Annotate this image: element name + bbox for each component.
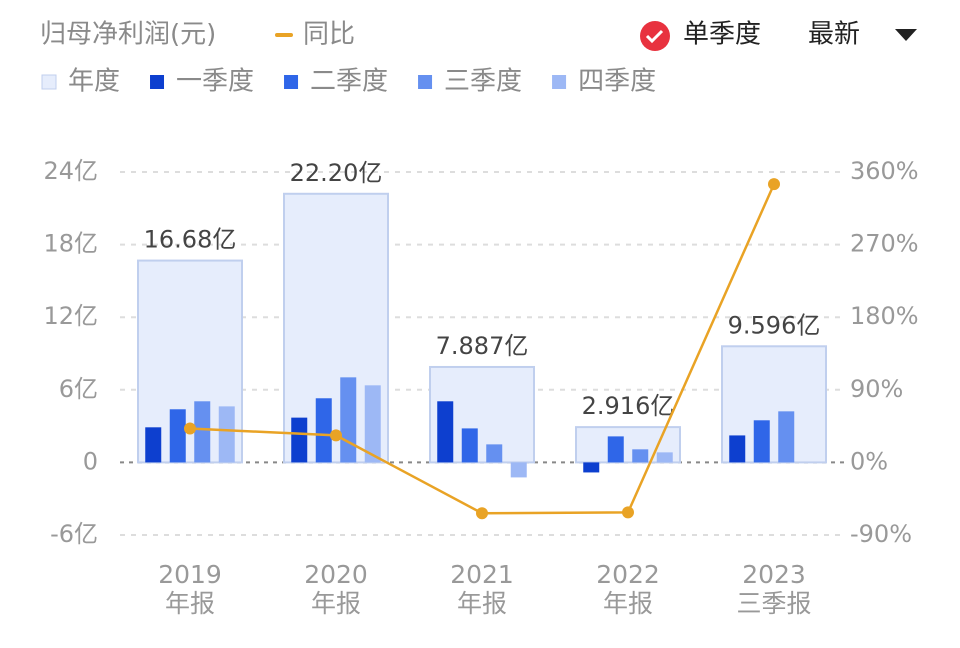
legend-label: 三季度 bbox=[444, 67, 522, 97]
y-tick-label: 12亿 bbox=[43, 302, 98, 330]
y2-tick-label: 0% bbox=[850, 447, 888, 475]
x-tick-label: 年报 bbox=[165, 589, 215, 618]
quarter-bar bbox=[656, 452, 673, 463]
y2-tick-label: 360% bbox=[850, 157, 919, 185]
legend-label: 一季度 bbox=[176, 67, 254, 97]
y-tick-label: 0 bbox=[83, 447, 98, 475]
quarter-bar bbox=[218, 406, 235, 463]
legend-marker bbox=[284, 75, 299, 89]
check-mark bbox=[645, 29, 664, 44]
quarter-bar bbox=[510, 462, 527, 478]
value-label: 7.887亿 bbox=[436, 332, 529, 360]
x-tick-label: 2023 bbox=[742, 560, 806, 589]
value-label: 22.20亿 bbox=[290, 159, 383, 187]
quarter-bar bbox=[607, 436, 624, 463]
y-tick-label: 18亿 bbox=[43, 230, 98, 258]
quarter-bar bbox=[583, 462, 600, 473]
dropdown-label: 最新 bbox=[808, 20, 860, 50]
checkbox[interactable]: 单季度 bbox=[640, 20, 761, 52]
x-tick-label: 三季报 bbox=[736, 589, 811, 618]
legend-marker bbox=[418, 75, 433, 89]
quarter-bar bbox=[486, 444, 503, 463]
y-tick-label: -6亿 bbox=[50, 520, 98, 548]
legend-marker bbox=[150, 75, 165, 89]
x-tick-label: 2021 bbox=[450, 560, 514, 589]
value-label: 2.916亿 bbox=[582, 392, 675, 420]
quarter-bar bbox=[729, 435, 746, 463]
y2-tick-label: -90% bbox=[850, 520, 912, 548]
quarter-bar bbox=[632, 449, 649, 463]
quarter-bar bbox=[169, 409, 186, 463]
legend-marker bbox=[41, 74, 57, 90]
y-tick-label: 6亿 bbox=[59, 375, 98, 403]
dropdown-arrow bbox=[895, 29, 917, 41]
yoy-point bbox=[622, 506, 634, 519]
legend-label: 年度 bbox=[68, 67, 120, 97]
yoy-point bbox=[184, 422, 196, 435]
x-tick-label: 年报 bbox=[457, 589, 507, 618]
quarter-bar bbox=[291, 417, 308, 463]
y2-tick-label: 90% bbox=[850, 375, 903, 403]
legend-label: 四季度 bbox=[578, 67, 656, 97]
y2-tick-label: 180% bbox=[850, 302, 919, 330]
chart-title: 归母净利润(元) bbox=[40, 20, 216, 50]
quarter-bar bbox=[145, 427, 162, 463]
value-label: 16.68亿 bbox=[144, 226, 237, 254]
legend-label: 二季度 bbox=[310, 67, 388, 97]
quarter-bar bbox=[753, 420, 770, 463]
checkbox-label: 单季度 bbox=[683, 20, 761, 50]
legend-label: 同比 bbox=[303, 20, 355, 50]
value-label: 9.596亿 bbox=[728, 311, 821, 339]
yoy-point bbox=[330, 429, 342, 442]
quarter-bar bbox=[461, 428, 478, 463]
x-tick-label: 年报 bbox=[603, 589, 653, 618]
dropdown[interactable]: 最新 bbox=[808, 20, 917, 50]
quarter-bar bbox=[315, 398, 332, 463]
quarter-bar bbox=[340, 377, 357, 463]
quarter-bar bbox=[194, 401, 211, 463]
y-tick-label: 24亿 bbox=[43, 157, 98, 185]
y2-tick-label: 270% bbox=[850, 230, 919, 258]
yoy-point bbox=[768, 178, 780, 191]
quarter-bar bbox=[778, 411, 795, 463]
quarter-bar bbox=[364, 385, 381, 463]
x-tick-label: 2022 bbox=[596, 560, 660, 589]
quarter-bar bbox=[437, 401, 454, 463]
x-tick-label: 2019 bbox=[158, 560, 222, 589]
x-tick-label: 年报 bbox=[311, 589, 361, 618]
legend-marker bbox=[552, 75, 567, 89]
x-tick-label: 2020 bbox=[304, 560, 368, 589]
yoy-point bbox=[476, 507, 488, 520]
